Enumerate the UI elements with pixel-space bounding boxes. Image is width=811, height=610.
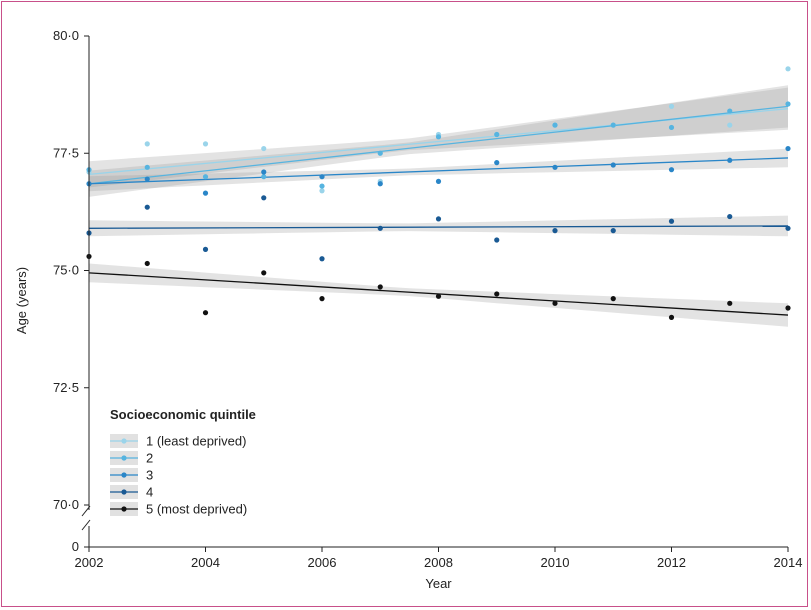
data-point xyxy=(494,160,500,166)
data-point xyxy=(785,66,791,72)
data-point xyxy=(785,305,791,311)
x-tick-label: 2004 xyxy=(191,555,220,570)
data-point xyxy=(261,145,267,152)
legend-label: 1 (least deprived) xyxy=(146,434,246,449)
x-tick-label: 2014 xyxy=(774,555,803,570)
data-point xyxy=(668,167,675,173)
data-point xyxy=(144,176,150,182)
data-point xyxy=(610,122,616,128)
x-tick-label: 2008 xyxy=(424,555,453,570)
data-point xyxy=(727,108,733,114)
data-point xyxy=(610,228,616,234)
data-point xyxy=(494,237,500,243)
data-point xyxy=(668,103,675,109)
data-point xyxy=(785,101,791,107)
data-point xyxy=(494,291,500,297)
data-point xyxy=(202,190,209,196)
data-point xyxy=(377,284,383,290)
data-point xyxy=(144,164,150,170)
data-point xyxy=(377,150,383,156)
x-tick-label: 2010 xyxy=(541,555,570,570)
data-point xyxy=(319,256,325,262)
y-axis-title: Age (years) xyxy=(14,267,29,334)
legend-swatch-point xyxy=(121,472,127,478)
trend-line xyxy=(88,157,789,185)
data-point xyxy=(552,164,558,170)
legend-label: 3 xyxy=(146,468,153,483)
data-point xyxy=(261,174,267,180)
data-point xyxy=(261,169,267,175)
trend-line xyxy=(88,105,789,185)
x-tick-label: 2002 xyxy=(75,555,104,570)
legend-label: 5 (most deprived) xyxy=(146,502,247,517)
data-point xyxy=(552,122,558,128)
data-point xyxy=(552,300,558,306)
data-point xyxy=(377,225,383,231)
legend-swatch-point xyxy=(121,506,127,512)
data-point xyxy=(727,157,733,163)
x-axis-title: Year xyxy=(425,576,452,591)
confidence-bands xyxy=(89,85,788,327)
data-point xyxy=(435,216,442,222)
data-point xyxy=(435,293,442,299)
data-point xyxy=(610,162,616,168)
data-point xyxy=(435,178,442,184)
data-point xyxy=(435,134,442,140)
data-point xyxy=(552,228,558,234)
data-point xyxy=(727,122,733,128)
data-point xyxy=(261,270,267,276)
data-point xyxy=(319,296,325,302)
y-tick-label: 77·5 xyxy=(53,145,79,160)
data-point xyxy=(668,314,675,320)
data-point xyxy=(261,195,267,201)
data-point xyxy=(319,174,325,180)
data-point xyxy=(144,141,150,147)
data-points xyxy=(86,66,791,320)
y-tick-label: 0 xyxy=(72,539,79,554)
y-tick-label: 70·0 xyxy=(53,497,79,512)
legend-swatch-point xyxy=(121,455,127,461)
legend-swatch-point xyxy=(121,489,127,495)
data-point xyxy=(610,296,616,302)
data-point xyxy=(144,260,150,267)
y-tick-label: 75·0 xyxy=(53,263,79,278)
y-tick-label: 72·5 xyxy=(53,380,79,395)
trend-line xyxy=(88,225,789,229)
data-point xyxy=(202,310,209,316)
data-point xyxy=(144,204,150,210)
data-point xyxy=(727,300,733,306)
confidence-band xyxy=(89,148,788,192)
data-point xyxy=(668,218,675,224)
legend-label: 4 xyxy=(146,485,153,500)
data-point xyxy=(319,188,325,194)
data-point xyxy=(202,141,209,147)
y-tick-label: 80·0 xyxy=(53,28,79,43)
axis-break-mark xyxy=(81,505,91,517)
data-point xyxy=(785,225,791,231)
x-tick-label: 2006 xyxy=(308,555,337,570)
legend-swatch-point xyxy=(121,438,127,444)
legend-label: 2 xyxy=(146,451,153,466)
data-point xyxy=(494,131,500,138)
axis-break-mark xyxy=(81,519,91,531)
data-point xyxy=(785,145,791,152)
legend-title: Socioeconomic quintile xyxy=(110,407,256,422)
data-point xyxy=(377,181,383,187)
legend: Socioeconomic quintile 1 (least deprived)… xyxy=(110,407,256,517)
data-point xyxy=(202,246,209,252)
data-point xyxy=(668,124,675,131)
x-tick-label: 2012 xyxy=(657,555,686,570)
data-point xyxy=(727,213,733,220)
data-point xyxy=(319,183,325,189)
data-point xyxy=(202,174,209,180)
